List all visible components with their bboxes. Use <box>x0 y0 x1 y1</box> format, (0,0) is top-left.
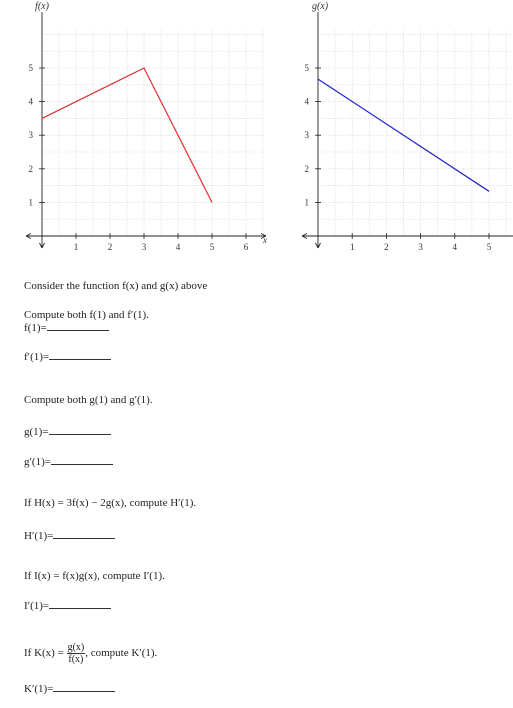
chart1-x-tick-label: 5 <box>210 242 215 252</box>
answer-fprime1[interactable]: f′(1)= <box>24 351 112 364</box>
answer-kprime1-blank[interactable] <box>53 683 116 692</box>
answer-f1[interactable]: f(1)= <box>24 322 109 335</box>
answer-g1[interactable]: g(1)= <box>24 426 111 439</box>
answer-gprime1[interactable]: g′(1)= <box>24 456 113 469</box>
chart2-series-line <box>317 78 490 192</box>
chart1-y-tick-label: 2 <box>29 164 34 174</box>
chart1-title: f(x) <box>35 1 50 12</box>
fraction: g(x) f(x) <box>66 642 86 665</box>
fraction-denominator: f(x) <box>68 654 84 665</box>
chart2-y-tick-label: 5 <box>305 63 310 73</box>
answer-gprime1-label: g′(1)= <box>24 456 51 468</box>
question-1: Compute both f(1) and f′(1). <box>24 309 149 321</box>
chart2-y-axis-arrow-down <box>315 242 321 249</box>
chart2-x-axis-arrow-left <box>301 233 308 239</box>
answer-iprime1[interactable]: I′(1)= <box>24 600 112 613</box>
question-5-prefix: If K(x) = <box>24 647 64 660</box>
answer-fprime1-blank[interactable] <box>49 351 112 360</box>
question-4: If I(x) = f(x)g(x), compute I′(1). <box>24 570 165 582</box>
chart1-series-line <box>41 67 213 203</box>
answer-gprime1-blank[interactable] <box>50 456 113 465</box>
answer-hprime1-blank[interactable] <box>53 530 116 539</box>
chart2-y-tick-label: 1 <box>305 197 310 207</box>
charts-area: 1 2 3 4 5 6 1 2 3 4 5 f(x) x 1 2 3 4 5 1 2 3 4 5 g(x) <box>25 1 513 252</box>
answer-iprime1-label: I′(1)= <box>24 600 50 612</box>
chart1-x-tick-label: 1 <box>74 242 79 252</box>
chart1-y-tick-label: 1 <box>29 197 34 207</box>
chart1-x-tick-label: 6 <box>244 242 249 252</box>
question-5: If K(x) = g(x) f(x), compute K′(1). <box>24 642 157 665</box>
answer-kprime1-label: K′(1)= <box>24 683 54 695</box>
answer-f1-label: f(1)= <box>24 322 47 334</box>
intro-text: Consider the function f(x) and g(x) abov… <box>24 280 208 292</box>
question-5-suffix: , compute K′(1). <box>85 647 158 660</box>
chart1-x-tick-label: 3 <box>142 242 147 252</box>
chart1-y-axis-arrow-down <box>39 242 45 249</box>
fraction-numerator: g(x) <box>66 642 86 654</box>
chart2-x-tick-label: 2 <box>384 242 389 252</box>
answer-kprime1[interactable]: K′(1)= <box>24 683 116 696</box>
chart1-x-axis-arrow-left <box>25 233 32 239</box>
chart2-x-tick-label: 4 <box>453 242 458 252</box>
answer-iprime1-blank[interactable] <box>49 600 112 609</box>
chart1-y-tick-label: 5 <box>29 63 34 73</box>
question-3: If H(x) = 3f(x) − 2g(x), compute H′(1). <box>24 497 197 509</box>
chart1-y-tick-label: 3 <box>29 130 34 140</box>
answer-f1-blank[interactable] <box>46 322 109 331</box>
chart2-x-tick-label: 3 <box>418 242 423 252</box>
chart2-y-tick-label: 3 <box>305 130 310 140</box>
chart1-y-tick-label: 4 <box>29 97 34 107</box>
chart2-x-tick-label: 5 <box>487 242 492 252</box>
chart1-x-tick-label: 2 <box>108 242 113 252</box>
answer-hprime1[interactable]: H′(1)= <box>24 530 116 543</box>
question-2: Compute both g(1) and g′(1). <box>24 394 153 406</box>
chart2-x-tick-label: 1 <box>350 242 355 252</box>
chart2-title: g(x) <box>312 1 329 12</box>
answer-fprime1-label: f′(1)= <box>24 351 50 363</box>
chart2-y-tick-label: 2 <box>305 164 310 174</box>
answer-hprime1-label: H′(1)= <box>24 530 54 542</box>
chart1-x-axis-arrow-right <box>260 233 267 239</box>
chart1-x-tick-label: 4 <box>176 242 181 252</box>
chart2-y-tick-label: 4 <box>305 97 310 107</box>
answer-g1-label: g(1)= <box>24 426 49 438</box>
chart1-x-axis-label: x <box>262 235 267 245</box>
answer-g1-blank[interactable] <box>48 426 111 435</box>
